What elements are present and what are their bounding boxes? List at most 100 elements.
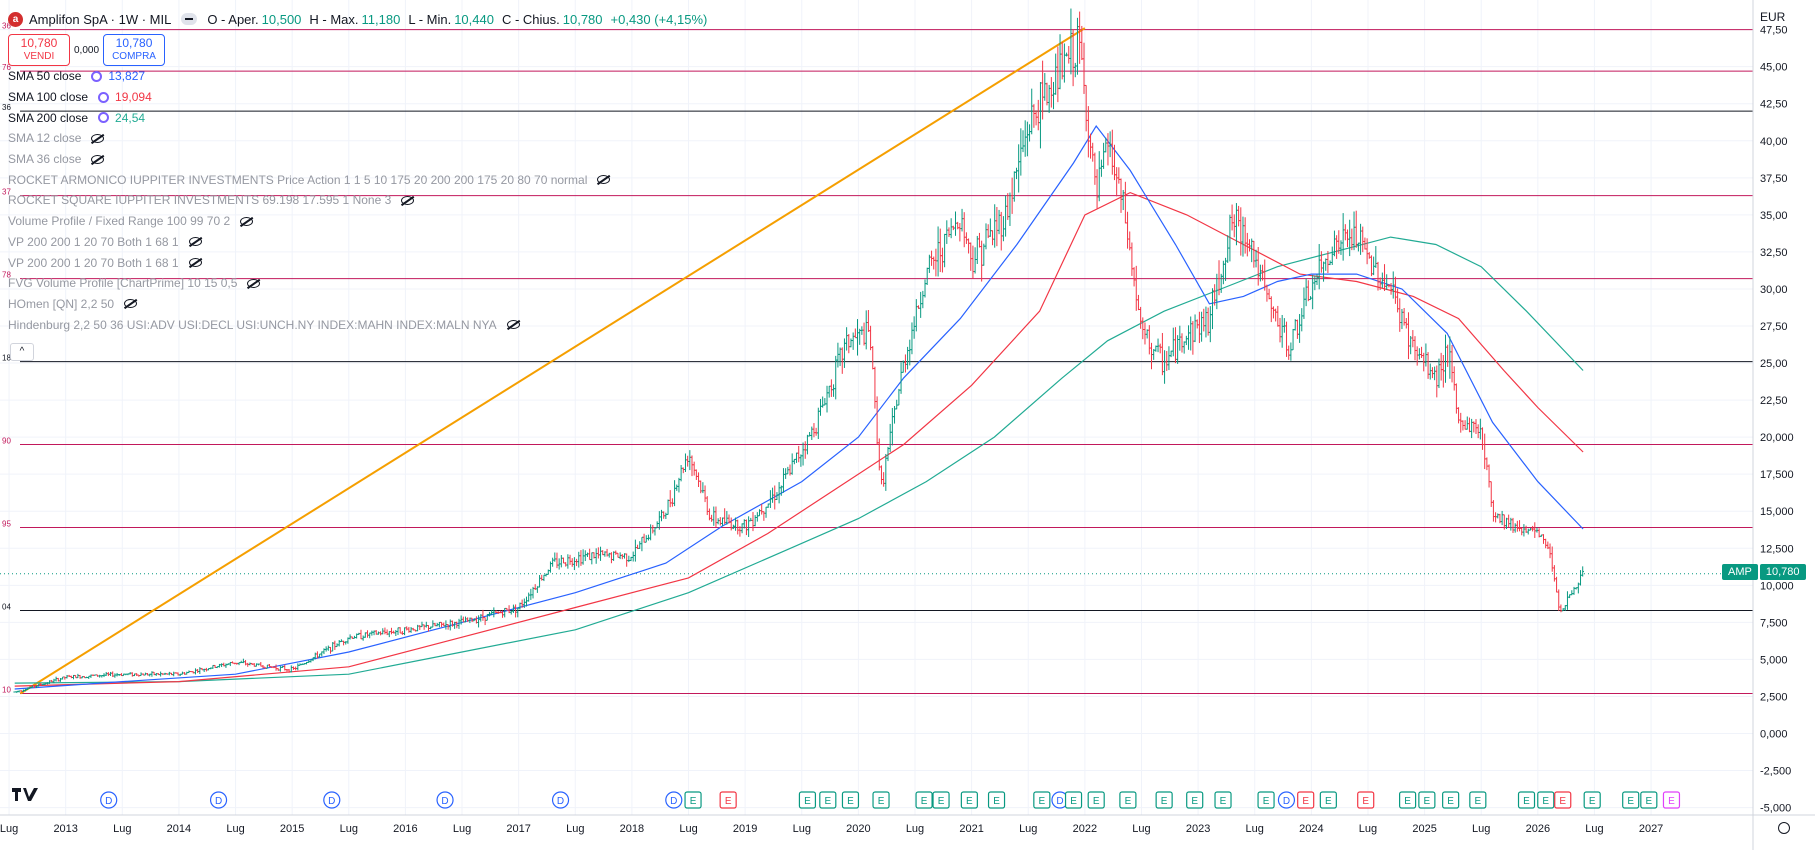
- currency-label[interactable]: EUR: [1760, 10, 1786, 24]
- indicator-name: Hindenburg 2,2 50 36 USI:ADV USI:DECL US…: [8, 317, 497, 332]
- earnings-event-marker: [987, 791, 1006, 809]
- hidden-eye-icon[interactable]: [240, 216, 254, 226]
- sell-button[interactable]: 10,780 VENDI: [8, 34, 70, 66]
- open-label: O - Aper.: [207, 11, 259, 27]
- indicator-row[interactable]: HOmen [QN] 2,2 50: [8, 294, 1108, 315]
- x-tick-label: Lug: [340, 823, 358, 835]
- legend-panel: a Amplifon SpA · 1W · MIL O - Aper. 10,5…: [8, 8, 1108, 361]
- event-marker-letter: E: [1220, 796, 1227, 807]
- x-tick-label: Lug: [906, 823, 924, 835]
- indicator-row[interactable]: SMA 12 close: [8, 128, 1108, 149]
- settings-gear-icon[interactable]: [1778, 822, 1790, 834]
- y-tick-label: 42,50: [1760, 99, 1788, 111]
- y-tick-label: 5,000: [1760, 654, 1788, 666]
- x-tick-label: Lug: [1246, 823, 1264, 835]
- hide-series-icon[interactable]: [181, 13, 198, 25]
- dividend-event-marker: [1277, 791, 1296, 809]
- x-tick-label: 2027: [1639, 823, 1663, 835]
- earnings-event-marker: [1297, 791, 1315, 809]
- y-tick-label: -2,500: [1760, 766, 1791, 778]
- y-tick-label: 37,50: [1760, 173, 1788, 185]
- x-tick-label: 2021: [959, 823, 983, 835]
- event-marker-letter: D: [557, 796, 564, 807]
- indicator-row[interactable]: VP 200 200 1 20 70 Both 1 68 1: [8, 232, 1108, 253]
- event-marker-letter: E: [878, 796, 885, 807]
- collapse-legend-button[interactable]: ^: [10, 342, 34, 361]
- x-tick-label: Lug: [1132, 823, 1150, 835]
- refresh-icon[interactable]: [98, 91, 110, 103]
- x-tick-label: Lug: [1019, 823, 1037, 835]
- earnings-event-marker: [1064, 791, 1083, 809]
- earnings-event-marker: [932, 791, 950, 809]
- earnings-event-marker: [1583, 791, 1601, 809]
- indicator-name: SMA 50 close: [8, 69, 82, 84]
- event-marker-letter: E: [1424, 796, 1431, 807]
- x-tick-label: 2025: [1412, 823, 1436, 835]
- event-marker-letter: E: [1093, 796, 1100, 807]
- y-tick-label: 17,500: [1760, 469, 1794, 481]
- indicator-row[interactable]: Volume Profile / Fixed Range 100 99 70 2: [8, 211, 1108, 232]
- buy-button[interactable]: 10,780 COMPRA: [103, 34, 166, 66]
- event-marker-letter: E: [1191, 796, 1198, 807]
- x-tick-label: Lug: [1359, 823, 1377, 835]
- tradingview-logo-icon[interactable]: [12, 785, 38, 806]
- indicator-row[interactable]: ROCKET SQUARE IUPPITER INVESTMENTS 69.19…: [8, 190, 1108, 211]
- symbol-title[interactable]: Amplifon SpA · 1W · MIL: [29, 11, 172, 27]
- x-tick-label: 2017: [506, 823, 530, 835]
- symbol-header: a Amplifon SpA · 1W · MIL O - Aper. 10,5…: [8, 8, 1108, 30]
- indicator-name: SMA 200 close: [8, 110, 89, 125]
- dividend-event-marker: [551, 791, 570, 809]
- level-tag: 76: [2, 63, 11, 72]
- indicator-row[interactable]: SMA 200 close 24,54: [8, 107, 1108, 128]
- indicator-row[interactable]: SMA 50 close 13,827: [8, 66, 1108, 87]
- event-marker-letter: E: [1070, 796, 1077, 807]
- event-marker-letter: E: [1523, 796, 1530, 807]
- dividend-event-marker: [209, 791, 228, 809]
- hidden-eye-icon[interactable]: [91, 133, 105, 143]
- event-marker-letter: E: [725, 796, 732, 807]
- indicator-row[interactable]: VP 200 200 1 20 70 Both 1 68 1: [8, 252, 1108, 273]
- hidden-eye-icon[interactable]: [506, 320, 520, 330]
- hidden-eye-icon[interactable]: [597, 175, 611, 185]
- indicator-row[interactable]: ROCKET ARMONICO IUPPITER INVESTMENTS Pri…: [8, 169, 1108, 190]
- indicator-row[interactable]: SMA 36 close: [8, 149, 1108, 170]
- high-value: 11,180: [361, 11, 401, 27]
- event-marker-letter: E: [1038, 796, 1045, 807]
- level-tag: 36: [2, 22, 11, 31]
- y-tick-label: 20,000: [1760, 432, 1794, 444]
- hidden-eye-icon[interactable]: [124, 299, 138, 309]
- hidden-eye-icon[interactable]: [188, 258, 202, 268]
- x-tick-label: 2023: [1186, 823, 1210, 835]
- hidden-eye-icon[interactable]: [401, 195, 415, 205]
- x-tick-label: Lug: [1472, 823, 1490, 835]
- indicator-row[interactable]: SMA 100 close 19,094: [8, 87, 1108, 108]
- x-tick-label: 2016: [393, 823, 417, 835]
- x-tick-label: Lug: [566, 823, 584, 835]
- level-tag: 36: [2, 103, 11, 112]
- earnings-event-marker: [1554, 791, 1572, 809]
- indicator-row[interactable]: Hindenburg 2,2 50 36 USI:ADV USI:DECL US…: [8, 314, 1108, 335]
- earnings-event-marker: [1033, 791, 1051, 809]
- sell-price: 10,780: [20, 36, 58, 50]
- event-marker-letter: E: [1161, 796, 1168, 807]
- buy-price: 10,780: [115, 36, 153, 50]
- event-marker-letter: E: [966, 796, 973, 807]
- earnings-event-marker: [1155, 791, 1173, 809]
- refresh-icon[interactable]: [98, 112, 110, 124]
- refresh-icon[interactable]: [91, 70, 103, 82]
- event-marker-letter: E: [1668, 796, 1675, 807]
- level-tag: 78: [2, 271, 11, 280]
- earnings-event-marker: [872, 791, 890, 809]
- earnings-event-marker: [1186, 791, 1204, 809]
- close-label: C - Chius.: [501, 11, 560, 27]
- hidden-eye-icon[interactable]: [188, 237, 202, 247]
- indicator-row[interactable]: FVG Volume Profile [ChartPrime] 10 15 0,…: [8, 273, 1108, 294]
- level-tag: 18: [2, 354, 11, 363]
- earnings-event-marker: [960, 791, 978, 809]
- indicator-name: SMA 12 close: [8, 131, 82, 146]
- hidden-eye-icon[interactable]: [247, 278, 261, 288]
- y-tick-label: 2,500: [1760, 691, 1788, 703]
- hidden-eye-icon[interactable]: [91, 154, 105, 164]
